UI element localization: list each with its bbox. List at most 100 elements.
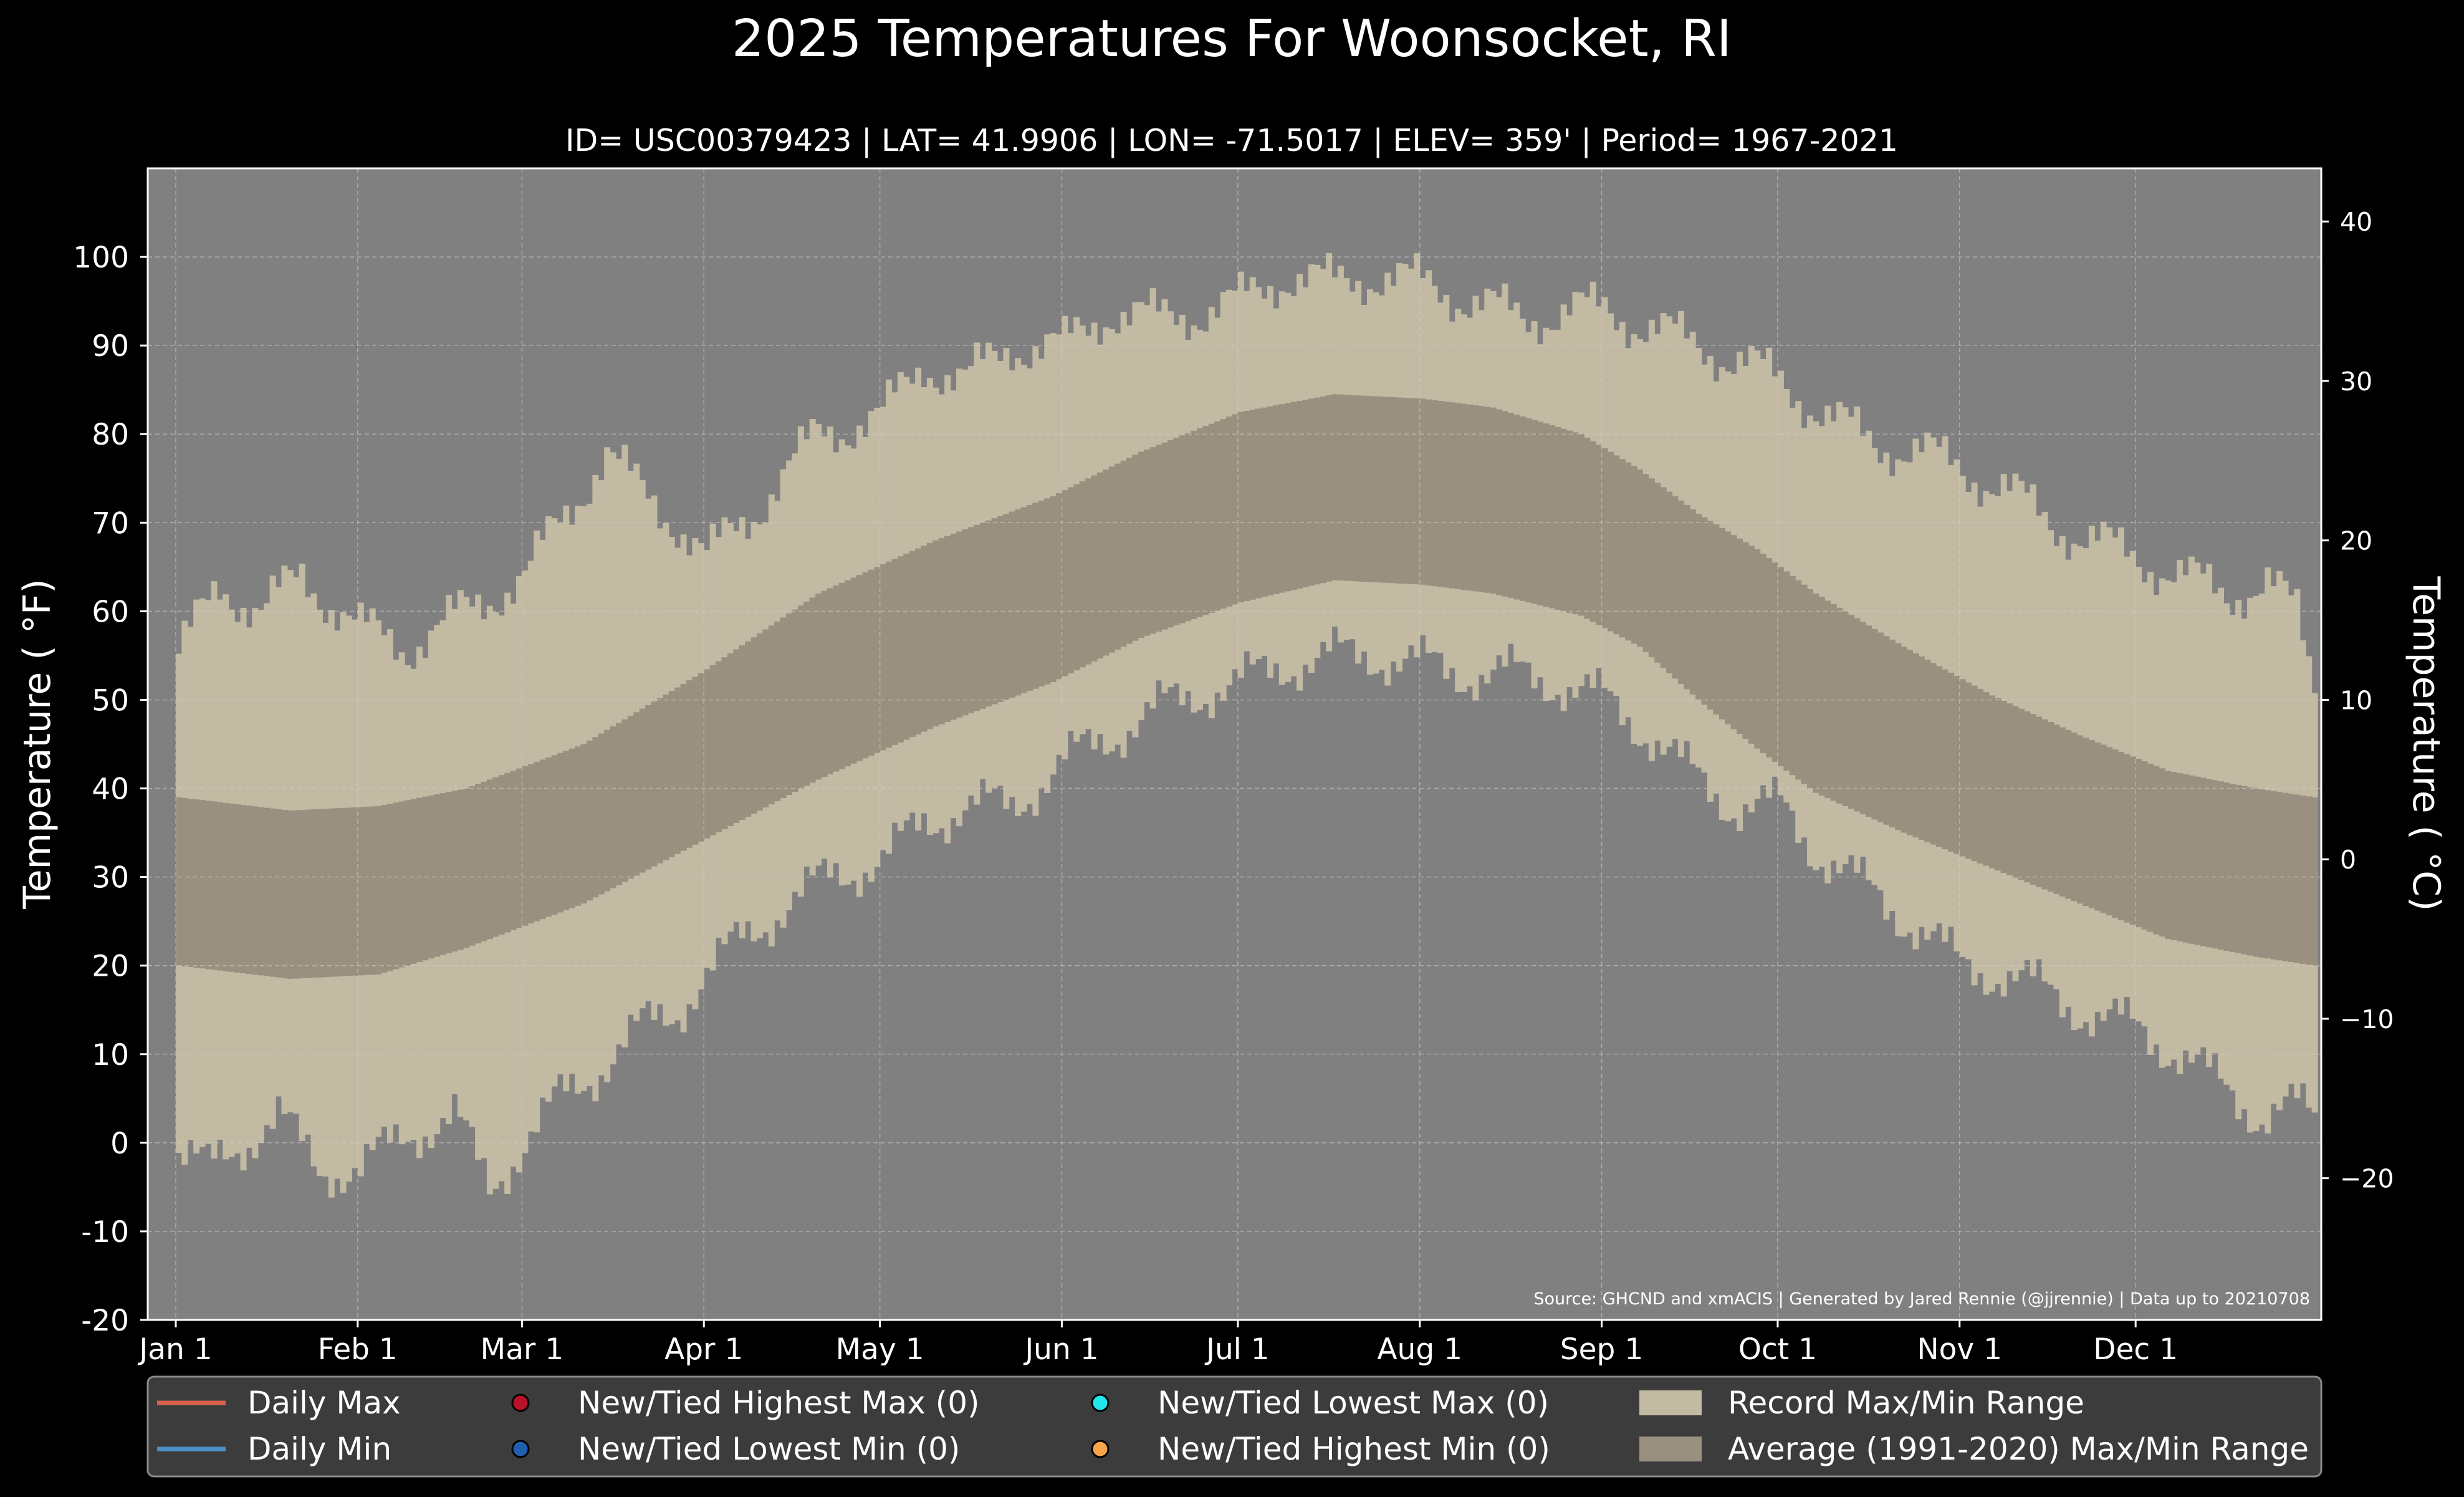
average-range-bar <box>909 551 916 738</box>
average-range-bar <box>527 764 534 924</box>
average-range-bar <box>1737 538 1743 734</box>
y-axis-right-label: Temperature ( °C) <box>2404 576 2448 912</box>
average-range-bar <box>1760 554 1767 753</box>
average-range-bar <box>645 705 652 870</box>
average-range-bar <box>1349 395 1356 582</box>
legend-item: Daily Min <box>157 1431 391 1467</box>
average-range-bar <box>2088 739 2095 908</box>
y-tick-label-left: 20 <box>92 950 129 984</box>
y-tick-label-left: 60 <box>92 595 129 629</box>
x-tick-label: Nov 1 <box>1917 1332 2002 1367</box>
average-range-bar <box>1407 398 1414 584</box>
average-range-bar <box>2212 780 2218 949</box>
average-range-bar <box>1883 636 1890 825</box>
x-tick-label: Oct 1 <box>1738 1332 1817 1367</box>
average-range-bar <box>1971 685 1978 862</box>
average-range-bar <box>786 613 793 796</box>
x-axis: Jan 1 Feb 1 Mar 1 Apr 1 May 1 Jun 1 Jul 1 Aug 1… <box>137 1320 2178 1367</box>
average-range-bar <box>1607 451 1614 632</box>
average-range-bar <box>1437 400 1444 587</box>
y-tick-label-left: -20 <box>81 1304 129 1338</box>
average-range-bar <box>2147 763 2154 932</box>
average-range-bar <box>604 729 611 892</box>
average-range-bar <box>575 746 582 906</box>
average-range-bar <box>2077 735 2084 904</box>
average-range-bar <box>2247 787 2254 956</box>
average-range-bar <box>1426 399 1432 585</box>
average-range-bar <box>2083 738 2089 907</box>
average-range-bar <box>1255 408 1262 599</box>
average-range-bar <box>2112 749 2119 918</box>
average-range-bar <box>246 806 252 975</box>
average-range-bar <box>299 810 305 979</box>
average-range-bar <box>827 588 833 774</box>
average-range-bar <box>1895 643 1902 830</box>
y-tick-label-left: 70 <box>92 506 129 541</box>
average-range-bar <box>492 777 499 937</box>
average-range-bar <box>2294 794 2301 963</box>
average-range-bar <box>985 520 992 707</box>
average-range-bar <box>2117 751 2124 920</box>
y-tick-label-left: 80 <box>92 418 129 452</box>
average-range-bar <box>1472 405 1479 592</box>
x-tick-label: Mar 1 <box>481 1332 564 1367</box>
average-range-bar <box>1754 549 1761 749</box>
average-range-bar <box>545 757 552 917</box>
y-tick-label-right: 0 <box>2340 845 2356 875</box>
average-range-bar <box>651 701 658 867</box>
average-range-bar <box>439 793 446 955</box>
y-tick-label-right: 40 <box>2340 207 2372 237</box>
average-range-bar <box>1396 397 1403 584</box>
average-range-bar <box>398 801 405 968</box>
average-range-bar <box>1965 682 1972 859</box>
average-range-bar <box>2206 779 2213 948</box>
average-range-bar <box>2124 754 2131 923</box>
average-range-bar <box>305 809 312 978</box>
average-range-bar <box>2170 772 2177 940</box>
average-range-bar <box>1859 622 1866 814</box>
average-range-bar <box>874 567 881 753</box>
legend-label: New/Tied Lowest Max (0) <box>1158 1385 1549 1421</box>
average-range-bar <box>1096 472 1103 659</box>
average-range-bar <box>393 802 400 970</box>
legend-marker-swatch <box>1091 1394 1110 1412</box>
y-tick-label-left: 30 <box>92 861 129 895</box>
average-range-bar <box>1337 394 1344 581</box>
average-range-bar <box>293 810 300 979</box>
average-range-bar <box>1290 402 1297 590</box>
average-range-bar <box>1572 432 1579 615</box>
average-range-bar <box>1390 397 1397 584</box>
average-range-bar <box>2223 782 2230 951</box>
average-range-bar <box>1654 483 1661 663</box>
average-range-bar <box>1115 463 1121 650</box>
average-range-bar <box>792 609 798 792</box>
average-range-bar <box>405 800 411 966</box>
legend-label: Daily Min <box>247 1431 391 1467</box>
average-range-bar <box>1366 396 1373 582</box>
legend-item: Record Max/Min Range <box>1639 1385 2084 1421</box>
average-range-bar <box>1208 423 1215 613</box>
average-range-bar <box>762 629 769 808</box>
average-range-bar <box>2100 744 2107 913</box>
y-axis-left: -20 -10 0 10 20 30 40 50 60 70 80 90 100 <box>73 241 148 1338</box>
average-range-bar <box>2036 716 2043 887</box>
average-range-bar <box>1866 625 1872 817</box>
average-range-bar <box>340 807 347 976</box>
average-range-bar <box>580 744 587 904</box>
average-range-bar <box>1601 448 1608 628</box>
average-range-bar <box>2217 781 2224 950</box>
legend-patch-swatch <box>1639 1437 1702 1461</box>
average-range-bar <box>1226 416 1233 607</box>
plot-frame <box>146 167 2323 1321</box>
average-range-bar <box>845 580 851 767</box>
average-range-bar <box>2182 774 2189 943</box>
average-range-bar <box>1625 462 1632 641</box>
average-range-bar <box>1108 466 1115 653</box>
average-range-bar <box>498 775 505 935</box>
average-range-bar <box>1085 478 1092 665</box>
average-range-bar <box>2065 729 2072 899</box>
average-range-bar <box>252 806 259 975</box>
average-range-bar <box>510 771 517 930</box>
average-range-bar <box>1648 478 1655 658</box>
average-range-bar <box>534 761 540 922</box>
